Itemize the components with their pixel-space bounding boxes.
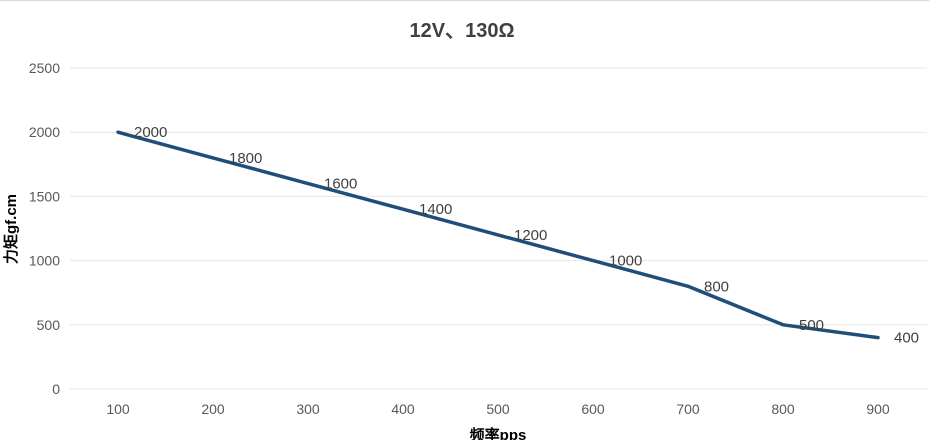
data-label: 1800 [229, 150, 262, 167]
data-label: 800 [704, 278, 729, 295]
x-tick-label: 500 [486, 401, 510, 417]
series-line [116, 130, 880, 340]
series-layer [116, 130, 880, 340]
x-tick-label: 200 [201, 401, 225, 417]
x-tick-label: 600 [581, 401, 605, 417]
data-label: 1200 [514, 227, 547, 244]
x-tick-label: 300 [296, 401, 320, 417]
data-label: 1400 [419, 201, 452, 218]
y-tick-label: 2000 [29, 124, 60, 140]
data-labels: 2000 1800 1600 1400 1200 1000 800 500 400 [134, 124, 919, 346]
grid-layer [70, 67, 927, 390]
x-tick-label: 100 [106, 401, 130, 417]
x-tick-label: 900 [866, 401, 890, 417]
chart-title: 12V、130Ω [410, 20, 515, 42]
data-label: 1600 [324, 176, 357, 193]
y-tick-label: 0 [52, 381, 60, 397]
y-tick-label: 1000 [29, 253, 60, 269]
y-tick-label: 1500 [29, 188, 60, 204]
y-tick-label: 500 [37, 317, 61, 333]
x-tick-label: 800 [771, 401, 795, 417]
y-tick-labels: 0 500 1000 1500 2000 2500 [29, 60, 60, 397]
y-axis-title: 力矩gf.cm [2, 194, 20, 264]
x-tick-label: 400 [391, 401, 415, 417]
data-label: 500 [799, 317, 824, 334]
x-axis-title: 频率pps [470, 426, 527, 440]
data-label: 400 [894, 330, 919, 347]
x-tick-labels: 100 200 300 400 500 600 700 800 900 [106, 401, 890, 417]
data-label: 2000 [134, 124, 167, 141]
data-label: 1000 [609, 253, 642, 270]
x-tick-label: 700 [676, 401, 700, 417]
y-tick-label: 2500 [29, 60, 60, 76]
